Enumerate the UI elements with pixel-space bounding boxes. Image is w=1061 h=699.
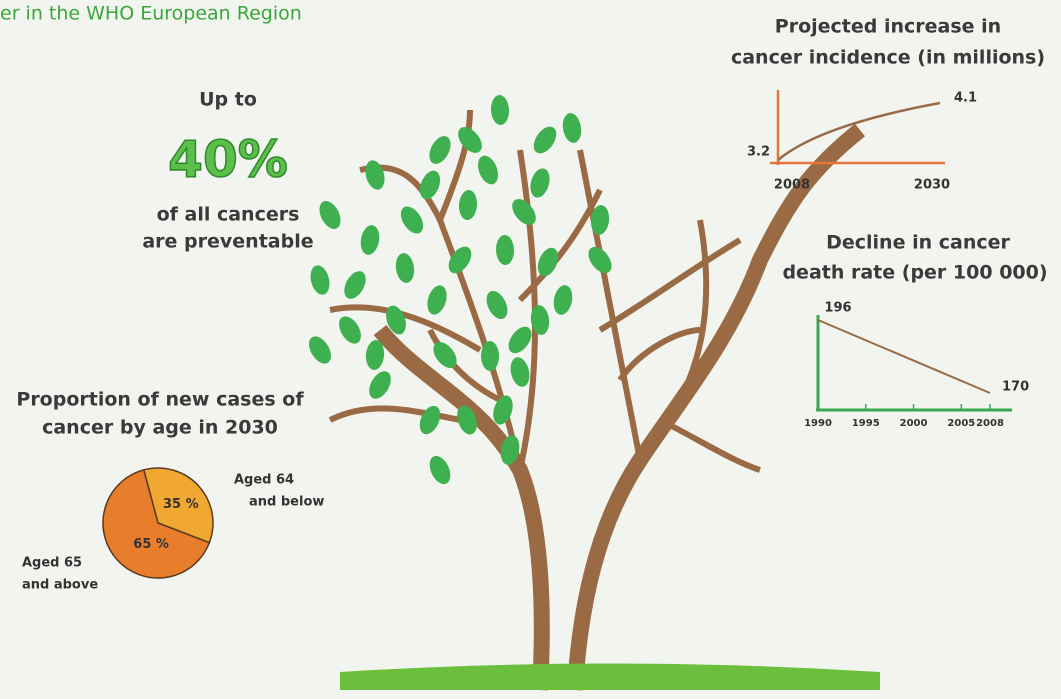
x-tick-label: 2000 bbox=[900, 418, 928, 429]
leaf bbox=[365, 160, 385, 190]
leaf bbox=[480, 341, 500, 371]
leaf bbox=[588, 246, 612, 274]
prevent-line: are preventable bbox=[142, 231, 313, 253]
leaf bbox=[493, 395, 513, 425]
leaf bbox=[537, 247, 559, 277]
pie-title: cancer by age in 2030 bbox=[42, 417, 278, 439]
pie-label: and below bbox=[249, 495, 324, 510]
x-label: 2030 bbox=[914, 178, 950, 193]
leaf bbox=[360, 225, 380, 255]
pie-slice bbox=[102, 468, 211, 579]
leaf bbox=[369, 371, 391, 399]
leaf bbox=[530, 305, 550, 335]
leaf bbox=[448, 246, 472, 274]
leaf bbox=[512, 199, 536, 225]
leaf bbox=[395, 253, 415, 283]
incidence-title: cancer incidence (in millions) bbox=[731, 47, 1045, 69]
leaf bbox=[553, 285, 573, 315]
leaf bbox=[308, 336, 332, 364]
incidence-line bbox=[777, 101, 941, 161]
leaf bbox=[419, 170, 441, 200]
death-title: death rate (per 100 000) bbox=[782, 262, 1047, 284]
grass bbox=[340, 663, 880, 690]
pie-label: Aged 65 bbox=[22, 556, 82, 571]
prevent-lead: Up to bbox=[199, 89, 257, 111]
pie-label: and above bbox=[22, 578, 98, 593]
leaf bbox=[344, 271, 366, 299]
leaf bbox=[533, 126, 557, 154]
leaf bbox=[495, 235, 515, 265]
leaf bbox=[500, 435, 520, 465]
leaf bbox=[530, 168, 550, 198]
trunk bbox=[373, 123, 865, 691]
leaf bbox=[508, 326, 532, 354]
leaf bbox=[510, 357, 530, 387]
leaf bbox=[386, 305, 406, 335]
leaf bbox=[458, 127, 482, 153]
value-label: 4.1 bbox=[954, 91, 977, 106]
slice-label: 65 % bbox=[133, 537, 169, 552]
value-label: 196 bbox=[824, 301, 851, 316]
value-label: 3.2 bbox=[747, 145, 770, 160]
leaf bbox=[419, 405, 441, 435]
leaf bbox=[590, 205, 610, 235]
x-tick-label: 2005 bbox=[947, 418, 975, 429]
pie-label: Aged 64 bbox=[234, 473, 294, 488]
page-title: er in the WHO European Region bbox=[0, 3, 302, 25]
leaf bbox=[319, 201, 341, 229]
x-tick-label: 1990 bbox=[804, 418, 832, 429]
incidence-title: Projected increase in bbox=[775, 16, 1001, 38]
pie-title: Proportion of new cases of bbox=[16, 389, 304, 411]
leaf bbox=[490, 95, 510, 125]
leaf bbox=[458, 190, 478, 220]
prevent-value: 40% bbox=[168, 131, 288, 189]
death-line bbox=[817, 319, 991, 394]
leaf bbox=[365, 340, 385, 370]
tree-illustration bbox=[308, 95, 880, 691]
slice-label: 35 % bbox=[163, 497, 199, 512]
leaf bbox=[339, 316, 361, 344]
value-label: 170 bbox=[1002, 380, 1029, 395]
leaf bbox=[433, 341, 457, 369]
x-tick-label: 1995 bbox=[852, 418, 880, 429]
leaf bbox=[310, 265, 330, 295]
x-label: 2008 bbox=[774, 178, 810, 193]
leaf bbox=[486, 290, 508, 320]
leaf bbox=[429, 136, 451, 164]
leaf bbox=[429, 455, 451, 485]
leaf bbox=[427, 285, 447, 315]
leaf bbox=[478, 155, 498, 185]
x-tick-label: 2008 bbox=[976, 418, 1004, 429]
leaf bbox=[562, 113, 582, 143]
leaf bbox=[400, 206, 424, 234]
branches bbox=[328, 109, 761, 473]
leaf bbox=[457, 405, 477, 435]
death-title: Decline in cancer bbox=[826, 232, 1010, 254]
prevent-line: of all cancers bbox=[157, 204, 300, 226]
